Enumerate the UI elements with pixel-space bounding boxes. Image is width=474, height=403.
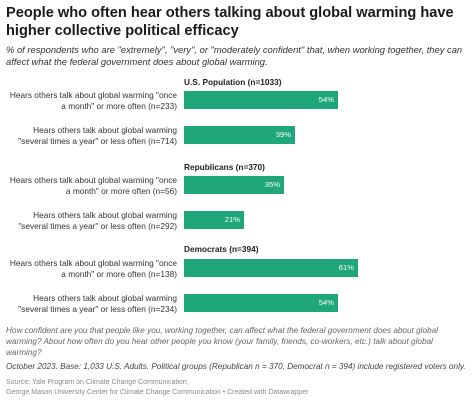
data-label: 39% <box>275 130 291 139</box>
source-credit: Source: Yale Program on Climate Change C… <box>6 378 468 397</box>
survey-question-note: How confident are you that people like y… <box>6 326 438 357</box>
data-label: 54% <box>318 298 334 307</box>
data-label: 54% <box>318 95 334 104</box>
category-label: Hears others talk about global warming "… <box>18 125 177 146</box>
bar <box>184 126 295 144</box>
category-label: Hears others talk about global warming "… <box>18 210 177 231</box>
base-note: October 2023. Base: 1,033 U.S. Adults. P… <box>6 362 466 371</box>
group-title: Republicans (n=370) <box>184 162 265 172</box>
source-line-1: Source: Yale Program on Climate Change C… <box>6 379 189 386</box>
bar <box>184 294 338 312</box>
data-label: 21% <box>224 215 240 224</box>
bar <box>184 176 284 194</box>
bar <box>184 91 338 109</box>
source-line-2: George Mason University Center for Clima… <box>6 388 309 396</box>
category-label: Hears others talk about global warming "… <box>9 175 177 196</box>
bar <box>184 259 358 277</box>
category-label: Hears others talk about global warming "… <box>9 90 177 111</box>
bar <box>184 211 244 229</box>
data-label: 35% <box>264 180 280 189</box>
chart-subtitle: % of respondents who are "extremely", "v… <box>6 44 463 67</box>
data-label: 61% <box>338 263 354 272</box>
group-title: Democrats (n=394) <box>184 244 259 254</box>
chart-title: People who often hear others talking abo… <box>6 5 454 39</box>
category-label: Hears others talk about global warming "… <box>18 293 177 314</box>
category-label: Hears others talk about global warming "… <box>9 258 177 279</box>
group-title: U.S. Population (n=1033) <box>184 77 282 87</box>
